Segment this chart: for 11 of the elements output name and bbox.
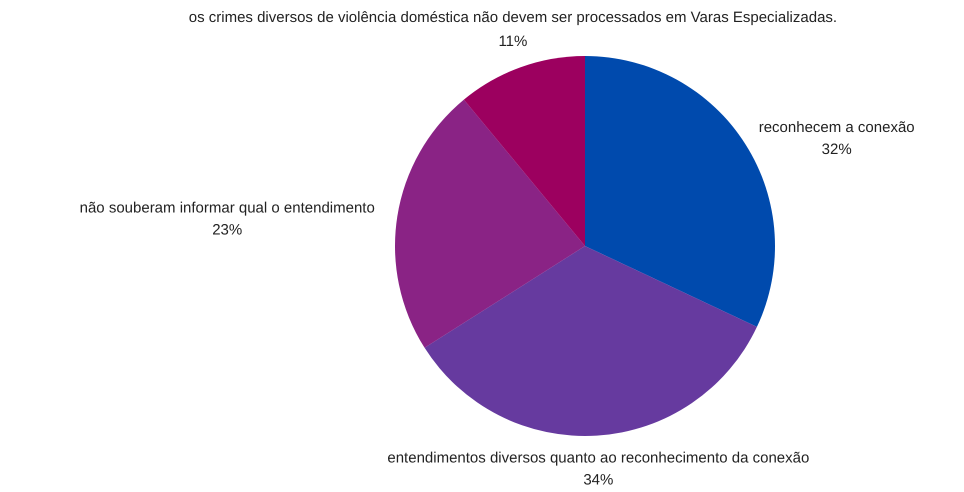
slice-label: os crimes diversos de violência doméstica não devem ser processados em Varas Especializadas. (188, 8, 838, 26)
pie-slice (424, 246, 757, 436)
pie-slice (464, 56, 585, 246)
data-label: 11% (498, 32, 528, 50)
slice-label: reconhecem a conexão (758, 118, 915, 136)
data-label: 34% (583, 471, 614, 488)
data-label: 32% (822, 140, 852, 158)
slice-label: não souberam informar qual o entendimento (80, 200, 375, 217)
data-label: 23% (212, 222, 242, 239)
slice-label: entendimentos diversos quanto ao reconhecimento da conexão (387, 449, 810, 466)
pie-slice (395, 100, 585, 348)
